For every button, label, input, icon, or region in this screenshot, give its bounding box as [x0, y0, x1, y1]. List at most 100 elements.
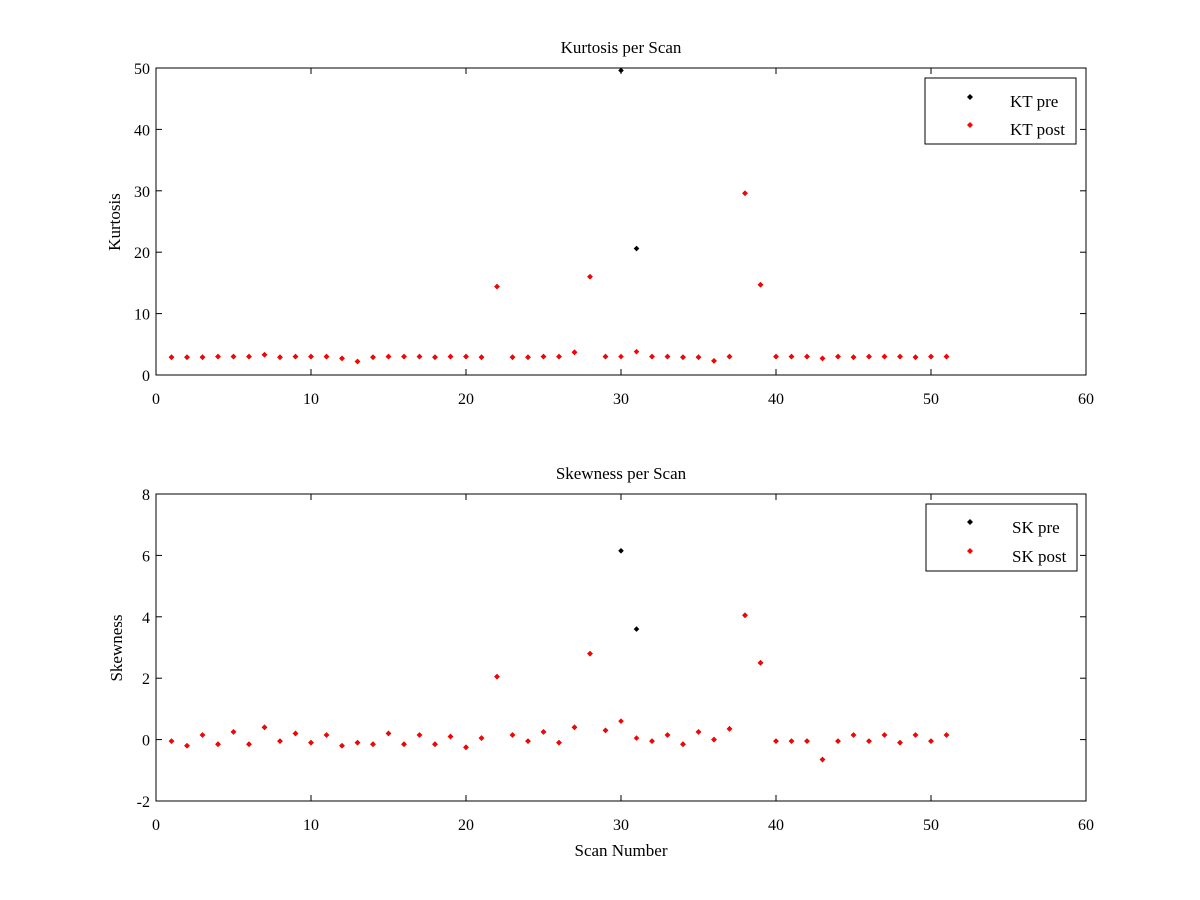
kurtosis-point-post	[556, 353, 562, 360]
kurtosis-x-tick-label: 60	[1078, 391, 1094, 408]
kurtosis-point-post	[401, 353, 407, 360]
kurtosis-point-post	[804, 353, 810, 360]
kurtosis-point-post	[339, 355, 345, 362]
skewness-y-tick-label: 8	[142, 487, 150, 504]
kurtosis-y-tick-label: 30	[134, 184, 150, 201]
skewness-point-post	[897, 739, 903, 746]
kurtosis-legend: KT pre KT post	[924, 77, 1077, 145]
skewness-point-post	[494, 673, 500, 680]
skewness-point-post	[912, 732, 919, 738]
skewness-point-post	[323, 732, 330, 738]
kurtosis-point-post	[184, 354, 190, 360]
skewness-point-post	[525, 738, 531, 744]
skewness-x-tick-label: 10	[303, 817, 319, 834]
skewness-point-post	[649, 738, 655, 744]
skewness-point-post	[199, 732, 206, 738]
kurtosis-point-post	[509, 354, 516, 360]
kurtosis-point-post	[912, 354, 919, 360]
skewness-point-post	[804, 738, 810, 744]
skewness-x-tick-label: 50	[923, 817, 939, 834]
skewness-chart-title: Skewness per Scan	[556, 464, 687, 483]
kurtosis-point-post	[695, 354, 702, 360]
kurtosis-point-post	[432, 354, 438, 360]
skewness-point-post	[261, 724, 268, 731]
kurtosis-point-post	[711, 358, 717, 364]
kurtosis-legend-box	[924, 77, 1077, 145]
kurtosis-legend-marker-pre	[967, 94, 973, 100]
kurtosis-point-post	[757, 281, 764, 288]
skewness-point-post	[711, 736, 717, 743]
kurtosis-y-tick-label: 20	[134, 245, 150, 262]
kurtosis-point-pre	[618, 67, 624, 74]
kurtosis-point-post	[323, 353, 330, 360]
skewness-point-post	[215, 741, 221, 748]
skewness-point-post	[726, 726, 733, 732]
skewness-legend-label-pre: SK pre	[1012, 518, 1060, 537]
skewness-point-post	[742, 612, 748, 619]
kurtosis-point-post	[199, 354, 206, 360]
kurtosis-y-axis-label: Kurtosis	[105, 193, 124, 251]
skewness-point-post	[184, 742, 190, 749]
kurtosis-y-ticks: 0 10 20 30 40 50	[134, 61, 1086, 385]
kurtosis-point-post	[246, 353, 252, 360]
skewness-point-post	[757, 660, 764, 666]
skewness-y-ticks: -2 0 2 4 6 8	[137, 487, 1086, 811]
skewness-point-post	[866, 738, 872, 744]
skewness-point-pre	[618, 547, 624, 554]
skewness-series-post	[168, 612, 950, 763]
skewness-x-tick-label: 0	[152, 817, 160, 834]
kurtosis-chart-title: Kurtosis per Scan	[561, 38, 682, 57]
skewness-x-tick-label: 20	[458, 817, 474, 834]
skewness-point-post	[354, 739, 361, 746]
kurtosis-point-post	[866, 353, 872, 360]
kurtosis-point-post	[463, 353, 469, 360]
kurtosis-point-post	[618, 353, 624, 360]
skewness-legend-marker-post	[967, 548, 973, 554]
kurtosis-point-post	[602, 353, 609, 360]
kurtosis-x-tick-label: 50	[923, 391, 939, 408]
kurtosis-point-pre	[633, 245, 640, 252]
kurtosis-point-post	[881, 353, 888, 360]
kurtosis-point-post	[494, 283, 500, 290]
kurtosis-point-post	[540, 353, 547, 360]
kurtosis-x-tick-label: 30	[613, 391, 629, 408]
skewness-point-post	[618, 718, 624, 724]
skewness-point-post	[540, 729, 547, 735]
skewness-point-post	[277, 738, 283, 744]
skewness-point-post	[587, 650, 593, 657]
kurtosis-point-post	[726, 353, 733, 360]
skewness-point-post	[401, 741, 407, 748]
skewness-point-post	[819, 756, 826, 763]
skewness-point-pre	[633, 626, 640, 632]
kurtosis-legend-label-post: KT post	[1010, 120, 1065, 139]
kurtosis-x-tick-label: 0	[152, 391, 160, 408]
kurtosis-point-post	[835, 353, 841, 360]
kurtosis-point-post	[385, 353, 392, 360]
skewness-point-post	[602, 727, 609, 734]
kurtosis-point-post	[277, 354, 283, 360]
skewness-legend-marker-pre	[967, 519, 973, 525]
kurtosis-point-post	[478, 354, 485, 360]
skewness-point-post	[571, 724, 578, 731]
kurtosis-x-tick-label: 10	[303, 391, 319, 408]
skewness-point-post	[463, 744, 469, 751]
skewness-point-post	[432, 741, 438, 748]
skewness-point-post	[416, 732, 423, 738]
kurtosis-point-post	[525, 354, 531, 360]
skewness-point-post	[881, 732, 888, 738]
kurtosis-point-post	[571, 349, 578, 356]
skewness-point-post	[385, 730, 392, 737]
skewness-x-ticks: 0 10 20 30 40 50 60	[152, 494, 1094, 834]
skewness-point-post	[447, 733, 454, 740]
kurtosis-point-post	[664, 353, 671, 360]
skewness-legend: SK pre SK post	[925, 503, 1078, 572]
kurtosis-point-post	[416, 353, 423, 360]
skewness-chart: Skewness per Scan Skewness Scan Number 0…	[107, 464, 1094, 860]
skewness-point-post	[850, 732, 857, 738]
skewness-legend-box	[925, 503, 1078, 572]
kurtosis-point-post	[354, 358, 361, 365]
skewness-y-tick-label: 4	[142, 610, 150, 627]
skewness-point-post	[168, 738, 175, 744]
skewness-point-post	[633, 735, 640, 741]
kurtosis-point-post	[587, 273, 593, 280]
